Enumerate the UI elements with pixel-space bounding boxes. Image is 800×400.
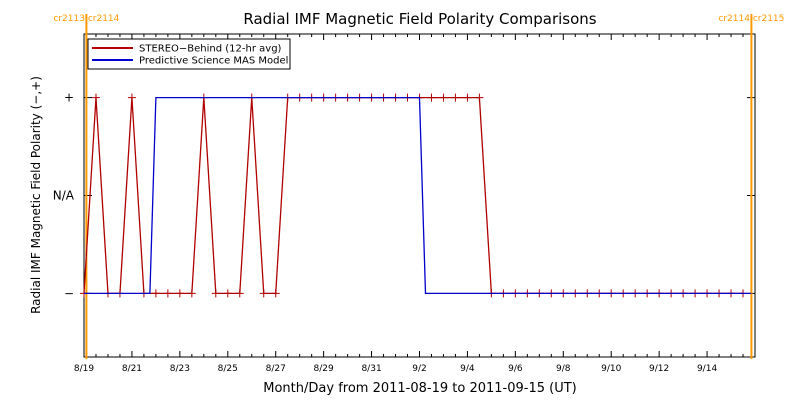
plot-frame bbox=[83, 33, 756, 358]
data-point bbox=[211, 289, 220, 298]
data-point bbox=[259, 289, 268, 298]
legend-entry-label: Predictive Science MAS Model bbox=[139, 56, 288, 67]
series-mas-model bbox=[84, 96, 752, 295]
data-point bbox=[151, 289, 160, 298]
y-axis-label: Radial IMF Magnetic Field Polarity (−,+) bbox=[29, 76, 43, 314]
x-tick-label: 8/27 bbox=[266, 364, 286, 374]
x-axis-label: Month/Day from 2011-08-19 to 2011-09-15 … bbox=[263, 381, 576, 396]
x-tick-label: 8/25 bbox=[218, 364, 238, 374]
x-tick-label: 8/21 bbox=[122, 364, 142, 374]
y-tick-label: N/A bbox=[53, 189, 75, 203]
legend: STEREO−Behind (12-hr avg)Predictive Scie… bbox=[87, 38, 291, 70]
x-tick-label: 9/4 bbox=[460, 364, 475, 374]
plot-area: 8/19 8/21 8/23 8/25 8/27 8/29 8/31 9/2 9/4 9/6 9/8… bbox=[53, 14, 784, 374]
data-point bbox=[463, 93, 472, 102]
data-point bbox=[175, 289, 184, 298]
chart-title: Radial IMF Magnetic Field Polarity Compa… bbox=[243, 10, 596, 28]
y-tick-label: − bbox=[64, 286, 74, 300]
series-line bbox=[84, 96, 752, 295]
x-tick-label: 8/23 bbox=[170, 364, 190, 374]
series-line bbox=[83, 96, 744, 295]
x-tick-label: 8/19 bbox=[74, 364, 94, 374]
x-tick-label: 9/8 bbox=[556, 364, 571, 374]
x-tick-label: 9/10 bbox=[601, 364, 621, 374]
legend-box bbox=[87, 38, 291, 70]
carrington-label: cr2113 cr2114 bbox=[53, 14, 119, 24]
data-point bbox=[451, 93, 460, 102]
data-point bbox=[187, 289, 196, 298]
carrington-label: cr2114 cr2115 bbox=[718, 14, 784, 24]
data-point bbox=[271, 289, 280, 298]
x-tick-label: 9/12 bbox=[649, 364, 669, 374]
data-point bbox=[91, 93, 100, 102]
x-tick-label: 8/31 bbox=[361, 364, 381, 374]
x-tick-label: 9/14 bbox=[697, 364, 717, 374]
data-point bbox=[475, 93, 484, 102]
data-point bbox=[235, 289, 244, 298]
data-point bbox=[223, 289, 232, 298]
y-tick-label: + bbox=[64, 91, 74, 105]
x-tick-label: 9/6 bbox=[508, 364, 523, 374]
data-point bbox=[127, 93, 136, 102]
x-tick-label: 9/2 bbox=[412, 364, 426, 374]
x-tick-label: 8/29 bbox=[314, 364, 334, 374]
series-stereo-behind bbox=[80, 93, 748, 298]
data-point bbox=[439, 93, 448, 102]
data-point bbox=[427, 93, 436, 102]
data-point bbox=[163, 289, 172, 298]
legend-entry-label: STEREO−Behind (12-hr avg) bbox=[139, 44, 282, 55]
